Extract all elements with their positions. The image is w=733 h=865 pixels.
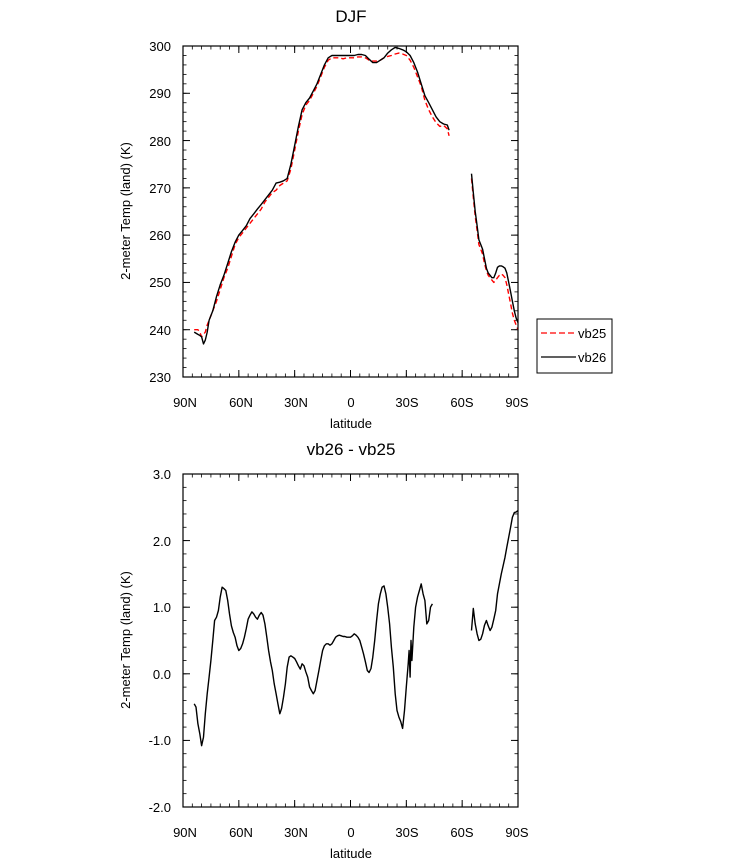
bottom-y-tick-label: 3.0: [153, 467, 171, 482]
bottom-y-tick-label: 1.0: [153, 600, 171, 615]
top-y-tick-label: 260: [149, 228, 171, 243]
top-y-tick-label: 290: [149, 86, 171, 101]
bottom-x-tick-label: 60S: [450, 825, 473, 840]
top-panel: DJF 230 240 250 260 270 280 290 300 90N …: [118, 7, 613, 431]
legend: vb25 vb26: [536, 318, 613, 374]
bottom-plot-frame: [182, 473, 519, 808]
bottom-y-tick-label: 2.0: [153, 534, 171, 549]
bottom-series-line-difference: [193, 583, 434, 747]
legend-label-vb26: vb26: [578, 350, 606, 365]
top-x-tick-label: 30S: [395, 395, 418, 410]
top-y-tick-label: 270: [149, 181, 171, 196]
bottom-x-tick-label: 0: [347, 825, 354, 840]
bottom-y-tick-label: -1.0: [149, 733, 171, 748]
top-series-line-vb25: [194, 52, 450, 338]
top-y-tick-label: 280: [149, 134, 171, 149]
top-series-group: [193, 46, 519, 345]
bottom-chart-title: vb26 - vb25: [307, 440, 396, 459]
top-x-tick-label: 90S: [505, 395, 528, 410]
top-chart-title: DJF: [335, 7, 366, 26]
bottom-x-tick-label: 60N: [229, 825, 253, 840]
bottom-y-tick-labels: -2.0 -1.0 0.0 1.0 2.0 3.0: [149, 467, 171, 815]
bottom-series-group: [193, 510, 519, 747]
top-x-tick-label: 30N: [284, 395, 308, 410]
bottom-x-axis-label: latitude: [330, 846, 372, 861]
top-series-line-vb25: [470, 178, 519, 330]
top-plot-frame: [182, 45, 519, 378]
bottom-y-tick-label: 0.0: [153, 667, 171, 682]
top-x-tick-labels: 90N 60N 30N 0 30S 60S 90S: [173, 395, 529, 410]
bottom-y-axis-label: 2-meter Temp (land) (K): [118, 571, 133, 709]
top-x-tick-label: 60N: [229, 395, 253, 410]
legend-box: [536, 318, 613, 374]
top-y-tick-labels: 230 240 250 260 270 280 290 300: [149, 39, 171, 385]
top-series-line-vb26: [193, 46, 450, 345]
top-x-tick-label: 90N: [173, 395, 197, 410]
top-minor-ticks: [182, 45, 519, 378]
bottom-y-tick-label: -2.0: [149, 800, 171, 815]
bottom-minor-ticks: [182, 473, 519, 808]
bottom-x-tick-label: 30S: [395, 825, 418, 840]
top-x-tick-label: 0: [347, 395, 354, 410]
top-series-line-vb26: [470, 173, 519, 323]
top-y-axis-label: 2-meter Temp (land) (K): [118, 142, 133, 280]
top-x-axis-label: latitude: [330, 416, 372, 431]
bottom-x-tick-label: 90S: [505, 825, 528, 840]
top-y-tick-label: 240: [149, 323, 171, 338]
bottom-x-tick-labels: 90N 60N 30N 0 30S 60S 90S: [173, 825, 529, 840]
bottom-x-tick-label: 30N: [284, 825, 308, 840]
bottom-series-line-difference: [470, 510, 519, 642]
legend-label-vb25: vb25: [578, 326, 606, 341]
bottom-panel: vb26 - vb25 -2.0 -1.0 0.0 1.0 2.0 3.0 90…: [118, 440, 529, 861]
bottom-x-tick-label: 90N: [173, 825, 197, 840]
top-y-tick-label: 300: [149, 39, 171, 54]
top-y-tick-label: 250: [149, 275, 171, 290]
top-x-tick-label: 60S: [450, 395, 473, 410]
top-y-tick-label: 230: [149, 370, 171, 385]
